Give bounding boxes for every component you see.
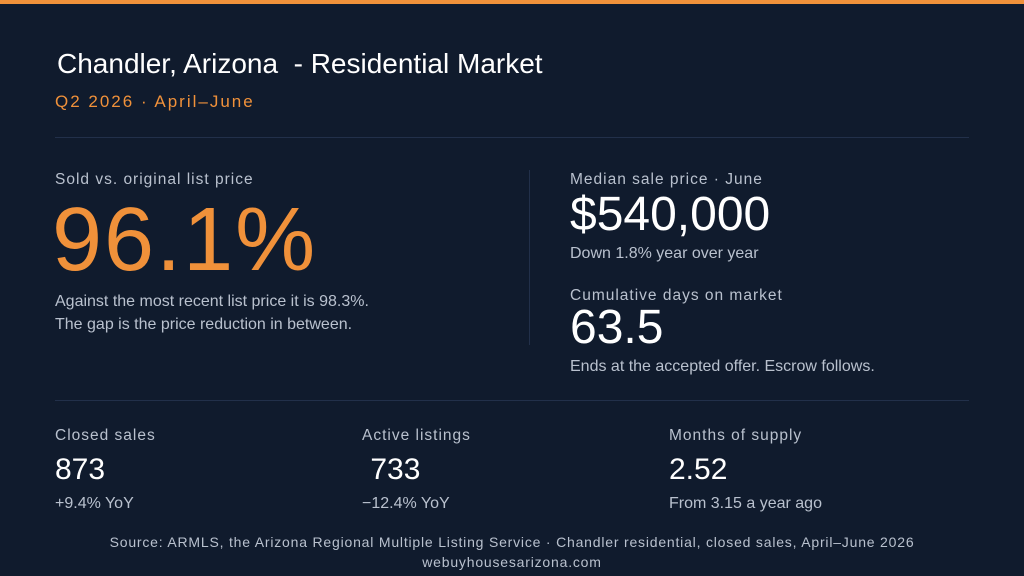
months-supply-label: Months of supply xyxy=(669,427,803,444)
sold-vs-list-note-2: The gap is the price reduction in betwee… xyxy=(55,316,353,333)
page-subtitle: Q2 2026 · April–June xyxy=(55,92,255,111)
months-supply-value: 2.52 xyxy=(669,453,728,486)
days-on-market-note: Ends at the accepted offer. Escrow follo… xyxy=(570,358,875,375)
sold-vs-list-note-1: Against the most recent list price it is… xyxy=(55,293,369,310)
stats-divider xyxy=(55,400,969,401)
days-on-market-label: Cumulative days on market xyxy=(570,287,783,304)
median-price-value: $540,000 xyxy=(570,188,771,241)
sold-vs-list-label: Sold vs. original list price xyxy=(55,171,254,188)
active-listings-label: Active listings xyxy=(362,427,471,444)
median-price-label: Median sale price · June xyxy=(570,171,763,188)
active-listings-change: −12.4% YoY xyxy=(362,495,450,512)
page-title: Chandler, Arizona - Residential Market xyxy=(57,48,543,79)
header-divider xyxy=(55,137,969,138)
accent-top-bar xyxy=(0,0,1024,4)
site-url: webuyhousesarizona.com xyxy=(422,554,602,570)
closed-sales-change: +9.4% YoY xyxy=(55,495,134,512)
months-supply-change: From 3.15 a year ago xyxy=(669,495,822,512)
closed-sales-value: 873 xyxy=(55,453,106,486)
days-on-market-value: 63.5 xyxy=(570,301,664,354)
source-text: Source: ARMLS, the Arizona Regional Mult… xyxy=(109,534,915,550)
median-price-note: Down 1.8% year over year xyxy=(570,245,759,262)
sold-vs-list-value: 96.1% xyxy=(52,190,318,290)
active-listings-value: 733 xyxy=(362,453,421,486)
source-footer: Source: ARMLS, the Arizona Regional Mult… xyxy=(0,532,1024,572)
closed-sales-label: Closed sales xyxy=(55,427,156,444)
panel-divider xyxy=(529,170,530,345)
